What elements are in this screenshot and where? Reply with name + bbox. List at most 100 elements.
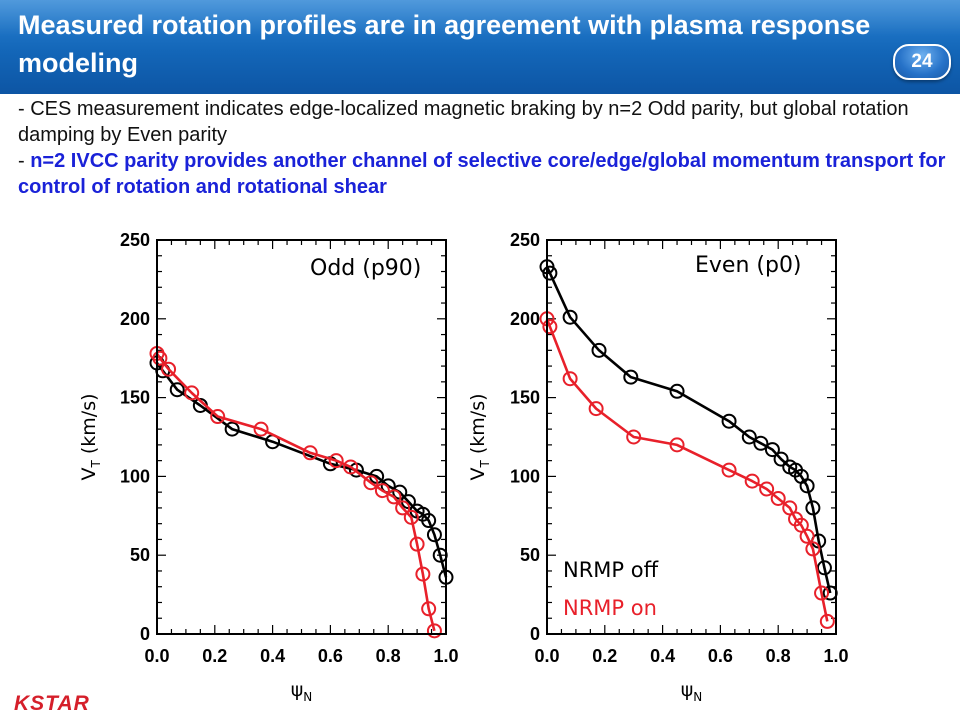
title-bar-shine: [0, 0, 960, 36]
data-point-nrmp-off: [591, 342, 607, 358]
data-point-nrmp-on: [799, 528, 815, 544]
data-point-nrmp-off: [623, 369, 639, 385]
data-point-nrmp-on: [161, 361, 177, 377]
series-line-nrmp-off: [545, 266, 832, 594]
data-point-nrmp-off: [741, 429, 757, 445]
data-point-nrmp-on: [759, 481, 775, 497]
data-point-nrmp-on: [210, 409, 226, 425]
x-tick-label: 0.6: [708, 646, 733, 666]
series-line-nrmp-on: [545, 318, 829, 622]
data-point-nrmp-on: [395, 500, 411, 516]
data-point-nrmp-on: [343, 459, 359, 475]
data-point-nrmp-off: [426, 527, 442, 543]
legend-entry-nrmp-off: NRMP off: [563, 558, 659, 582]
data-point-nrmp-on: [819, 613, 835, 629]
y-tick-label: 200: [510, 309, 540, 329]
data-point-nrmp-off: [542, 265, 558, 281]
y-axis-label: VT (km/s): [467, 393, 492, 480]
data-point-nrmp-on: [562, 371, 578, 387]
plot-frame: [156, 239, 447, 635]
bullet-2: - n=2 IVCC parity provides another chann…: [18, 148, 948, 200]
y-axis-label-subscript: T: [478, 460, 492, 469]
data-point-nrmp-on: [363, 475, 379, 491]
data-point-nrmp-on: [403, 509, 419, 525]
data-point-nrmp-on: [302, 445, 318, 461]
series-line-nrmp-off: [155, 362, 448, 578]
y-tick-label: 250: [120, 230, 150, 250]
data-point-nrmp-off: [562, 309, 578, 325]
data-point-nrmp-off: [421, 513, 437, 529]
data-point-nrmp-on: [386, 489, 402, 505]
data-point-nrmp-on: [770, 490, 786, 506]
data-point-nrmp-on: [542, 319, 558, 335]
data-point-nrmp-on: [588, 401, 604, 417]
y-tick-label: 100: [120, 466, 150, 486]
data-point-nrmp-on: [669, 437, 685, 453]
data-point-nrmp-off: [773, 451, 789, 467]
x-tick-label: 0.8: [766, 646, 791, 666]
x-tick-label: 0.0: [534, 646, 559, 666]
x-axis-label: ψN: [681, 679, 703, 704]
title-bar: Measured rotation profiles are in agreem…: [0, 0, 960, 94]
y-tick-label: 150: [510, 388, 540, 408]
y-tick-label: 50: [130, 545, 150, 565]
y-tick-label: 0: [140, 624, 150, 644]
data-point-nrmp-on: [253, 421, 269, 437]
data-point-nrmp-off: [224, 421, 240, 437]
y-tick-label: 50: [520, 545, 540, 565]
data-point-nrmp-off: [669, 383, 685, 399]
bullet-1: - CES measurement indicates edge-localiz…: [18, 98, 909, 146]
panel-label: Odd (p90): [310, 256, 421, 281]
data-point-nrmp-on: [374, 483, 390, 499]
bullet-text: - CES measurement indicates edge-localiz…: [18, 96, 948, 200]
x-axis-label: ψN: [291, 679, 313, 704]
kstar-logo: KSTAR: [14, 692, 90, 715]
y-axis-label-units: (km/s): [78, 393, 100, 460]
data-point-nrmp-on: [152, 350, 168, 366]
x-tick-label: 0.8: [376, 646, 401, 666]
data-point-nrmp-on: [744, 473, 760, 489]
data-point-nrmp-on: [426, 623, 442, 639]
x-tick-label: 0.2: [202, 646, 227, 666]
y-tick-label: 200: [120, 309, 150, 329]
y-tick-label: 250: [510, 230, 540, 250]
slide-title: Measured rotation profiles are in agreem…: [18, 10, 871, 78]
y-tick-label: 150: [120, 388, 150, 408]
data-point-nrmp-on: [626, 429, 642, 445]
x-tick-label: 0.4: [260, 646, 285, 666]
data-point-nrmp-off: [169, 382, 185, 398]
data-point-nrmp-off: [799, 478, 815, 494]
data-point-nrmp-on: [328, 453, 344, 469]
y-tick-label: 0: [530, 624, 540, 644]
panel-label: Even (p0): [695, 253, 802, 278]
data-point-nrmp-off: [721, 413, 737, 429]
data-point-nrmp-off: [753, 435, 769, 451]
x-axis-label-subscript: N: [693, 690, 702, 704]
chart-panel-odd: 0 50 100 150 200 250 0.0 0.2 0.4 0.6 0.8 1.0 ψN VT (k…: [78, 230, 459, 704]
x-tick-label: 0.0: [144, 646, 169, 666]
data-point-nrmp-on: [814, 585, 830, 601]
data-point-nrmp-on: [409, 536, 425, 552]
data-point-nrmp-on: [721, 462, 737, 478]
chart-panel-even: 0 50 100 150 200 250 0.0 0.2 0.4 0.6 0.8 1.0 ψN VT (k…: [467, 230, 849, 704]
y-axis-label-units: (km/s): [467, 393, 489, 460]
page-number-badge: 24: [893, 44, 951, 80]
y-axis-label: VT (km/s): [78, 393, 103, 480]
data-point-nrmp-on: [805, 541, 821, 557]
plot-frame: [546, 239, 837, 635]
x-tick-label: 1.0: [433, 646, 458, 666]
x-axis-label-subscript: N: [303, 690, 312, 704]
data-point-nrmp-on: [421, 601, 437, 617]
data-point-nrmp-on: [184, 385, 200, 401]
x-tick-label: 0.4: [650, 646, 675, 666]
legend-entry-nrmp-on: NRMP on: [563, 596, 657, 620]
x-tick-label: 0.2: [592, 646, 617, 666]
y-axis-label-subscript: T: [89, 460, 103, 469]
series-line-nrmp-on: [155, 352, 436, 632]
data-point-nrmp-on: [415, 566, 431, 582]
bullet-2-prefix: -: [18, 150, 31, 172]
x-tick-label: 1.0: [823, 646, 848, 666]
x-tick-label: 0.6: [318, 646, 343, 666]
data-point-nrmp-off: [764, 442, 780, 458]
